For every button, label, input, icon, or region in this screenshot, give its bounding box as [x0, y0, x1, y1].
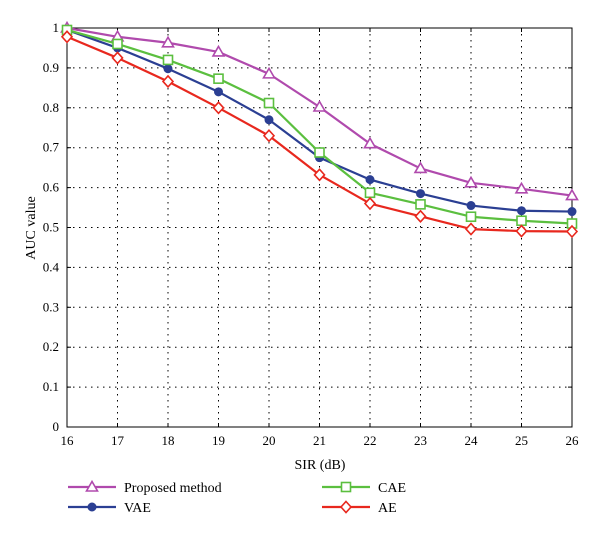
data-point — [262, 129, 276, 143]
data-point — [214, 87, 223, 97]
legend-label: VAE — [124, 501, 151, 516]
data-point — [517, 206, 526, 216]
legend: Proposed method VAE CAE AE — [68, 479, 406, 516]
x-tick-label: 26 — [566, 433, 580, 448]
x-tick-label: 21 — [313, 433, 326, 448]
data-point — [314, 147, 325, 158]
y-axis-label: AUC value — [24, 196, 39, 259]
data-point — [414, 209, 427, 224]
data-point — [161, 35, 175, 48]
data-point — [416, 189, 425, 199]
data-point — [514, 181, 529, 194]
data-point — [111, 51, 124, 65]
legend-item: CAE — [322, 481, 406, 496]
data-point — [466, 201, 476, 211]
data-point — [263, 97, 275, 109]
data-point — [565, 188, 579, 201]
data-point — [516, 215, 527, 227]
legend-swatch-marker — [85, 479, 99, 492]
y-tick-label: 0.3 — [43, 299, 59, 314]
series-proposed-method — [60, 20, 579, 201]
legend-item: VAE — [68, 501, 151, 516]
data-point — [112, 38, 123, 50]
y-tick-label: 0.9 — [43, 60, 59, 75]
data-point — [364, 187, 376, 199]
y-tick-label: 0.1 — [43, 379, 59, 394]
y-tick-label: 0.2 — [43, 339, 59, 354]
data-point — [464, 222, 478, 236]
x-tick-label: 17 — [111, 433, 125, 448]
data-point — [162, 54, 174, 66]
data-point — [60, 30, 74, 44]
legend-item: AE — [322, 500, 397, 516]
grid — [67, 28, 572, 427]
series-cae — [61, 24, 578, 229]
y-tick-label: 0.8 — [43, 100, 59, 115]
data-point — [565, 224, 579, 239]
data-point — [363, 136, 377, 149]
data-point — [365, 175, 375, 185]
data-point — [211, 44, 226, 57]
series — [60, 20, 579, 239]
data-point — [213, 73, 224, 84]
legend-swatch-marker — [87, 502, 97, 512]
x-tick-label: 20 — [263, 433, 276, 448]
axis-ticks: 16 17 18 19 20 21 22 23 24 25 26 0 0.1 0.2 0.3 0.4 0.5 0.… — [43, 20, 579, 448]
data-point — [313, 168, 326, 182]
data-point — [415, 199, 426, 210]
legend-item: Proposed method — [68, 479, 222, 496]
x-tick-label: 16 — [61, 433, 75, 448]
data-point — [464, 175, 478, 188]
y-tick-label: 1 — [53, 20, 60, 35]
data-point — [264, 115, 274, 125]
legend-label: CAE — [378, 481, 406, 496]
data-point — [363, 196, 377, 211]
x-tick-label: 19 — [212, 433, 225, 448]
y-tick-label: 0.7 — [43, 140, 60, 155]
data-point — [465, 211, 477, 223]
legend-label: Proposed method — [124, 481, 222, 496]
y-tick-label: 0.4 — [43, 259, 60, 274]
y-tick-label: 0 — [53, 419, 60, 434]
series-ae — [60, 30, 579, 239]
x-tick-label: 25 — [515, 433, 528, 448]
x-tick-label: 18 — [162, 433, 175, 448]
data-point — [163, 64, 173, 74]
legend-swatch-marker — [339, 500, 353, 514]
y-tick-label: 0.5 — [43, 220, 59, 235]
x-tick-label: 24 — [465, 433, 479, 448]
data-point — [312, 99, 327, 112]
data-point — [515, 224, 528, 238]
x-tick-label: 23 — [414, 433, 427, 448]
legend-label: AE — [378, 501, 397, 516]
data-point — [212, 101, 225, 115]
x-axis-label: SIR (dB) — [295, 458, 346, 473]
y-tick-label: 0.6 — [43, 180, 60, 195]
data-point — [262, 66, 276, 79]
data-point — [413, 161, 428, 174]
legend-swatch-marker — [340, 481, 352, 493]
data-point — [161, 74, 175, 89]
data-point — [567, 207, 577, 217]
x-tick-label: 22 — [364, 433, 377, 448]
